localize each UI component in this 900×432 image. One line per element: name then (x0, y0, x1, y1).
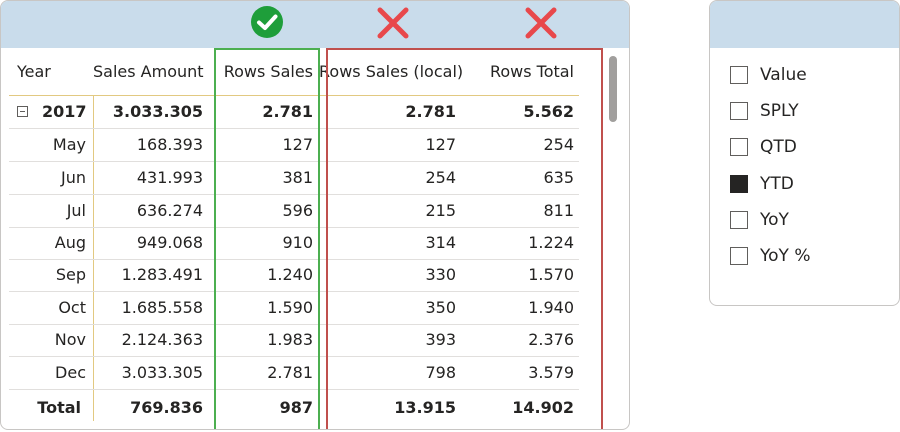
column-header-rows-total[interactable]: Rows Total (489, 62, 574, 81)
slicer-item-label: SPLY (760, 101, 799, 121)
slicer-item-yoy-pct[interactable]: YoY % (730, 244, 810, 268)
cell-rows-total: 5.562 (523, 102, 574, 121)
slicer-item-qtd[interactable]: QTD (730, 135, 797, 159)
row-divider (9, 259, 579, 260)
row-header-month: May (52, 135, 86, 154)
row-divider (9, 356, 579, 357)
cell-sales-amount: 2.124.363 (121, 330, 203, 349)
correct-highlight-box (214, 48, 320, 429)
cell-rows-sales: 596 (282, 201, 313, 220)
cell-rows-sales-local: 13.915 (394, 398, 456, 417)
cell-sales-amount: 949.068 (136, 233, 203, 252)
cell-sales-amount: 1.685.558 (121, 298, 203, 317)
cell-rows-total: 254 (543, 135, 574, 154)
visual-header-band (1, 1, 629, 48)
total-label: Total (37, 398, 81, 417)
cell-sales-amount: 1.283.491 (121, 265, 203, 284)
cell-rows-sales: 1.590 (267, 298, 313, 317)
matrix-visual: Year Sales Amount Rows Sales Rows Sales … (0, 0, 630, 430)
cell-rows-sales: 2.781 (262, 102, 313, 121)
row-header-month: Nov (54, 330, 86, 349)
header-divider (9, 95, 579, 96)
checkbox[interactable] (730, 211, 748, 229)
checkbox-checked[interactable] (730, 175, 748, 193)
slicer-item-yoy[interactable]: YoY (730, 208, 789, 232)
vertical-scrollbar[interactable] (609, 56, 617, 122)
row-header-month: Oct (58, 298, 86, 317)
row-header-month: Dec (55, 363, 86, 382)
checkbox[interactable] (730, 102, 748, 120)
slicer-item-label: Value (760, 65, 807, 85)
column-header-year[interactable]: Year (17, 62, 51, 81)
column-header-rows-sales-local[interactable]: Rows Sales (local) (319, 62, 464, 81)
cell-sales-amount: 636.274 (136, 201, 203, 220)
slicer-item-sply[interactable]: SPLY (730, 99, 799, 123)
column-header-sales-amount[interactable]: Sales Amount (93, 62, 204, 81)
row-header-month: Aug (54, 233, 86, 252)
checkbox[interactable] (730, 66, 748, 84)
column-header-rows-sales[interactable]: Rows Sales (223, 62, 313, 81)
row-header-month: Sep (55, 265, 86, 284)
collapse-icon[interactable] (17, 106, 28, 117)
check-icon (251, 6, 283, 38)
row-header-month: Jun (61, 168, 86, 187)
cell-rows-total: 1.224 (528, 233, 574, 252)
cell-rows-total: 3.579 (528, 363, 574, 382)
slicer-item-label: YoY % (760, 246, 811, 266)
slicer-item-value[interactable]: Value (730, 63, 807, 87)
slicer-item-label: YTD (760, 174, 794, 194)
cell-rows-sales: 2.781 (267, 363, 313, 382)
slicer-visual: Value SPLY QTD YTD YoY YoY % (709, 0, 900, 306)
cell-rows-total: 14.902 (512, 398, 574, 417)
slicer-item-label: YoY (760, 210, 789, 230)
cross-icon (377, 7, 409, 39)
cell-rows-sales-local: 314 (425, 233, 456, 252)
row-divider (9, 389, 579, 390)
cell-rows-sales-local: 254 (425, 168, 456, 187)
cell-rows-total: 635 (543, 168, 574, 187)
row-divider (9, 291, 579, 292)
cell-rows-sales-local: 393 (425, 330, 456, 349)
row-divider (9, 128, 579, 129)
cell-rows-sales: 381 (282, 168, 313, 187)
cell-rows-total: 1.940 (528, 298, 574, 317)
cell-sales-amount: 431.993 (136, 168, 203, 187)
row-divider (9, 227, 579, 228)
row-header-month: Jul (66, 201, 86, 220)
cross-icon (525, 7, 557, 39)
cell-sales-amount: 3.033.305 (121, 363, 203, 382)
row-divider (9, 194, 579, 195)
cell-rows-sales-local: 215 (425, 201, 456, 220)
row-divider (9, 324, 579, 325)
slicer-item-label: QTD (760, 137, 797, 157)
checkbox[interactable] (730, 247, 748, 265)
cell-rows-sales: 910 (282, 233, 313, 252)
cell-rows-sales-local: 127 (425, 135, 456, 154)
cell-sales-amount: 769.836 (130, 398, 203, 417)
cell-rows-sales-local: 2.781 (405, 102, 456, 121)
slicer-item-ytd[interactable]: YTD (730, 172, 794, 196)
checkbox[interactable] (730, 138, 748, 156)
cell-rows-total: 1.570 (528, 265, 574, 284)
incorrect-highlight-box (326, 48, 603, 429)
row-header-divider (93, 96, 94, 421)
cell-rows-sales: 1.240 (267, 265, 313, 284)
cell-rows-sales: 1.983 (267, 330, 313, 349)
cell-rows-sales: 127 (282, 135, 313, 154)
row-divider (9, 161, 579, 162)
cell-rows-total: 2.376 (528, 330, 574, 349)
cell-rows-sales-local: 350 (425, 298, 456, 317)
visual-header-band (710, 1, 899, 48)
cell-rows-total: 811 (543, 201, 574, 220)
cell-sales-amount: 168.393 (136, 135, 203, 154)
cell-sales-amount: 3.033.305 (112, 102, 203, 121)
cell-rows-sales-local: 330 (425, 265, 456, 284)
row-header-year: 2017 (42, 102, 87, 121)
cell-rows-sales-local: 798 (425, 363, 456, 382)
cell-rows-sales: 987 (279, 398, 313, 417)
